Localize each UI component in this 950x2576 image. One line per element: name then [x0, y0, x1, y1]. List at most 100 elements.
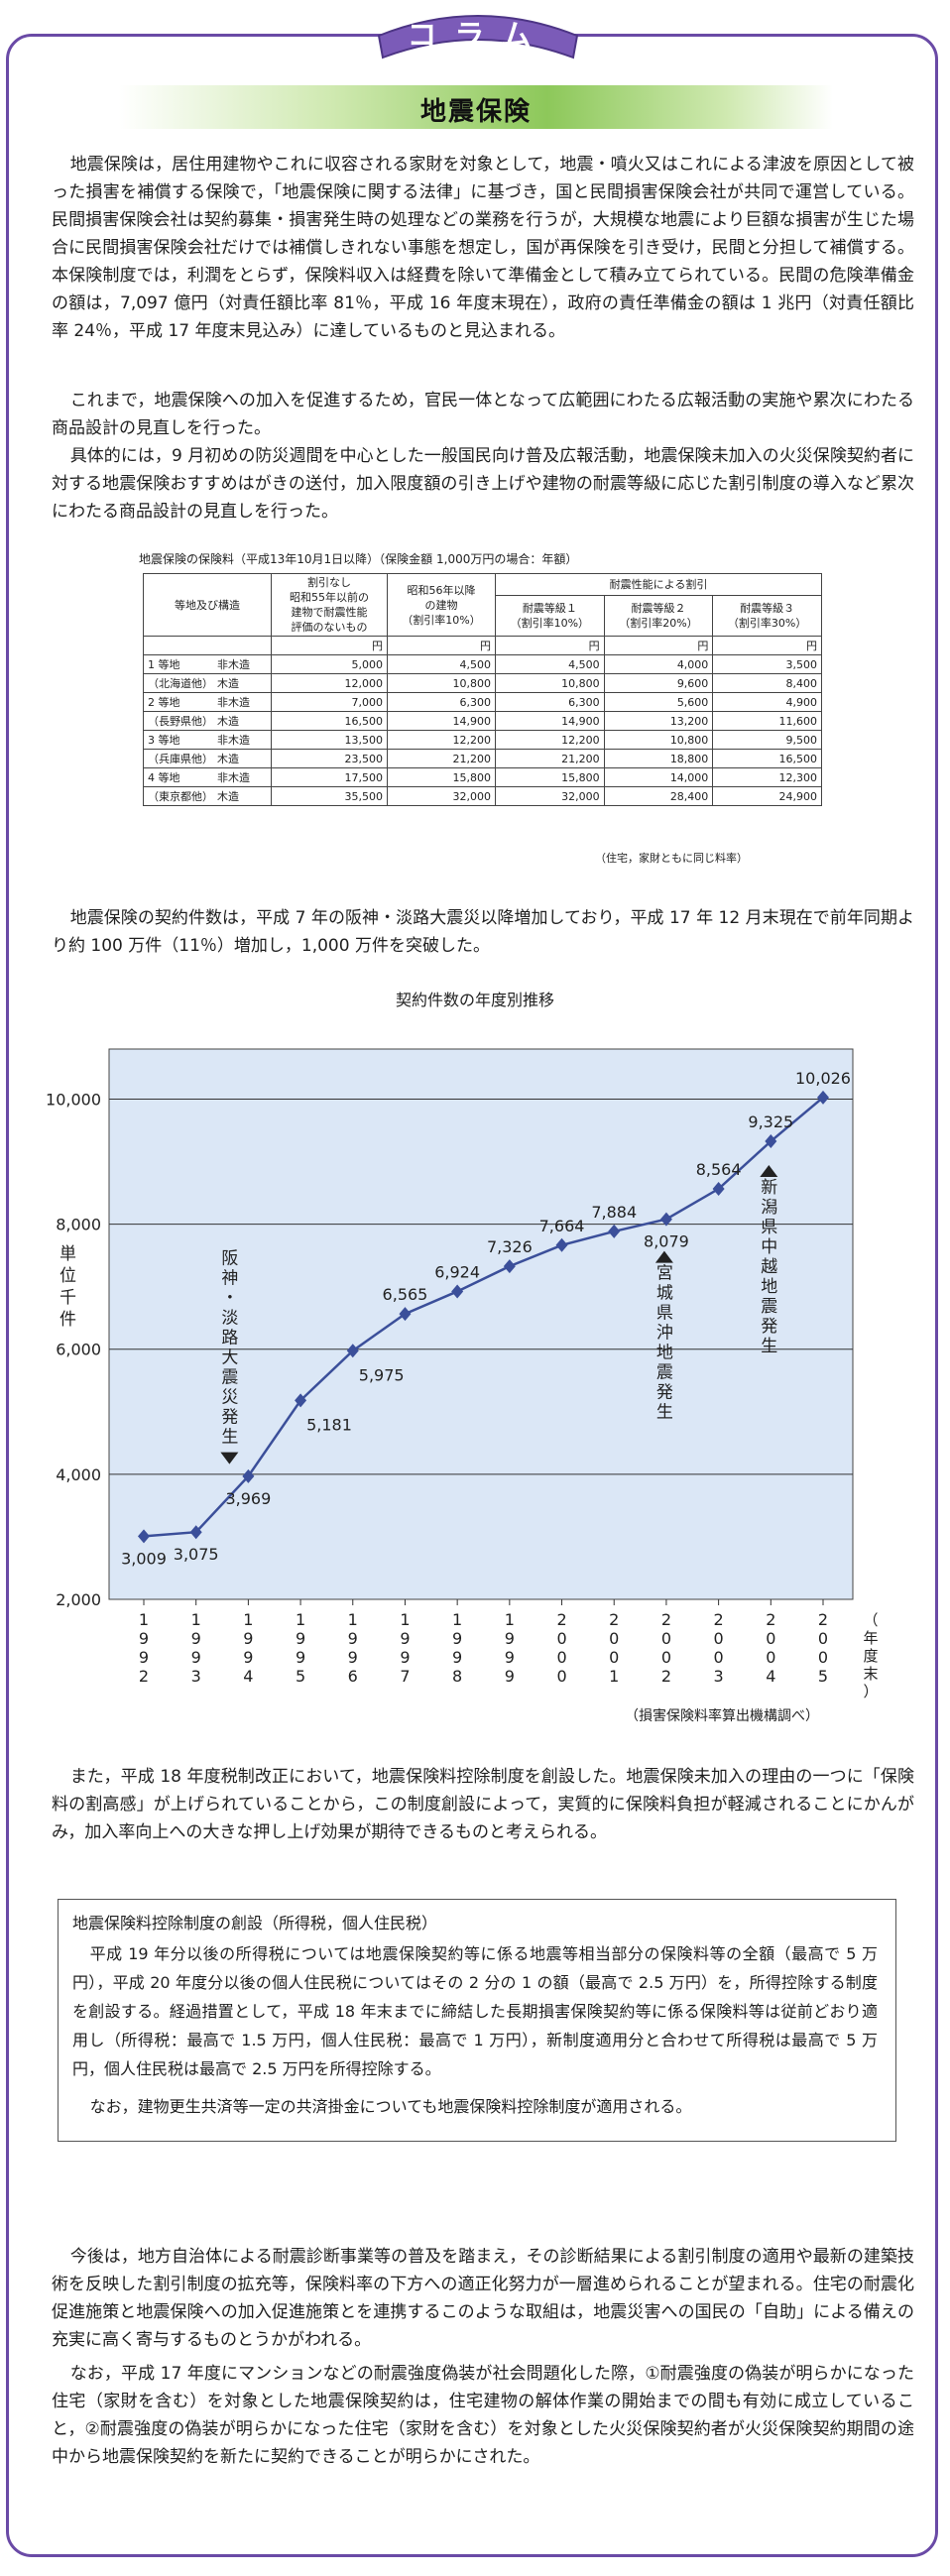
- table-cell: 9,600: [603, 673, 714, 693]
- table-cell: 8,400: [712, 673, 822, 693]
- table-cell: 24,900: [712, 786, 822, 806]
- row-label: （北海道他） 木造: [143, 673, 272, 693]
- data-label: 8,079: [644, 1232, 689, 1251]
- data-point: [451, 1284, 464, 1299]
- tax-box-paragraph-1: 平成 19 年分以後の所得税については地震保険契約等に係る地震等相当部分の保険料…: [72, 1944, 878, 2078]
- table-cell: 4,000: [603, 654, 714, 674]
- table-cell: 12,200: [495, 730, 605, 750]
- table-cell: 15,800: [495, 767, 605, 787]
- tax-box-heading: 地震保険料控除制度の創設（所得税，個人住民税）: [72, 1914, 438, 1932]
- data-point: [189, 1525, 202, 1540]
- th-g1: 耐震等級１ （割引率10%）: [495, 595, 605, 637]
- table-cell: 21,200: [387, 749, 496, 768]
- table-unit-row: 円円円円円: [143, 636, 822, 655]
- table-cell: 14,900: [387, 711, 496, 731]
- table-cell: 5,600: [603, 692, 714, 712]
- th-g2: 耐震等級２ （割引率20%）: [603, 595, 714, 637]
- chart-title: 契約件数の年度別推移: [395, 991, 554, 1009]
- structure-label: 非木造: [217, 658, 250, 671]
- data-label: 6,565: [383, 1285, 428, 1304]
- y-tick-label: 10,000: [46, 1090, 101, 1109]
- contract-chart: 2,000 4,000 6,000 8,000 10,000 単位千件 1 9 9 2 1 9 9 3 1 9…: [46, 1048, 879, 1700]
- arrow-down-icon: [220, 1452, 239, 1464]
- data-point: [346, 1344, 359, 1358]
- y-tick-label: 4,000: [56, 1465, 101, 1484]
- table-row: 1 等地 非木造 5,000 4,500 4,500 4,000 3,500: [143, 654, 822, 674]
- table-caption: 地震保険の保険料（平成13年10月1日以降）（保険金額 1,000万円の場合：年…: [139, 552, 578, 566]
- table-cell: 12,300: [712, 767, 822, 787]
- table-cell: 28,400: [603, 786, 714, 806]
- table-cell: 4,500: [387, 654, 496, 674]
- contract-paragraph: 地震保険の契約件数は，平成 7 年の阪神・淡路大震災以降増加しており，平成 17…: [52, 908, 914, 956]
- intro-paragraph-2: これまで，地震保険への加入を促進するため，官民一体となって広範囲にわたる広報活動…: [52, 391, 914, 438]
- tax-paragraph: また，平成 18 年度税制改正において，地震保険料控除制度を創設した。地震保険未…: [52, 1767, 914, 1842]
- th-region: 等地及び構造: [143, 573, 272, 637]
- data-label: 10,026: [795, 1069, 851, 1088]
- data-point: [608, 1224, 621, 1238]
- tax-box-paragraph-2: なお，建物更生共済等一定の共済掛金についても地震保険料控除制度が適用される。: [89, 2097, 692, 2116]
- arrow-up-icon: [760, 1165, 778, 1178]
- structure-label: 木造: [217, 715, 239, 728]
- table-cell: 14,000: [603, 767, 714, 787]
- annotation-text: 新潟県中越地震発生: [761, 1178, 777, 1356]
- intro-paragraph-3: 具体的には，9 月初めの防災週間を中心とした一般国民向け普及広報活動，地震保険未…: [52, 446, 914, 522]
- table-row: 4 等地 非木造 17,500 15,800 15,800 14,000 12,300: [143, 767, 822, 787]
- data-label: 3,075: [174, 1545, 219, 1564]
- region-label: 2 等地: [148, 696, 180, 709]
- data-point: [765, 1134, 777, 1149]
- table-row: （北海道他） 木造 12,000 10,800 10,800 9,600 8,400: [143, 673, 822, 693]
- row-label: （長野県他） 木造: [143, 711, 272, 731]
- table-cell: 17,500: [271, 767, 388, 787]
- data-point: [712, 1182, 725, 1197]
- table-cell: 14,900: [495, 711, 605, 731]
- unit-cell: 円: [712, 636, 822, 655]
- unit-cell: 円: [271, 636, 388, 655]
- rate-table: 等地及び構造 割引なし 昭和55年以前の 建物で耐震性能 評価のないもの 昭和5…: [143, 572, 822, 806]
- unit-cell: 円: [387, 636, 496, 655]
- region-label: 3 等地: [148, 734, 180, 747]
- region-label: 1 等地: [148, 658, 180, 671]
- region-label: 4 等地: [148, 771, 180, 784]
- tax-box: 地震保険料控除制度の創設（所得税，個人住民税） 平成 19 年分以後の所得税につ…: [58, 1899, 896, 2142]
- table-cell: 18,800: [603, 749, 714, 768]
- structure-label: 木造: [217, 753, 239, 765]
- annotation-text: 阪神・淡路大震災発生: [221, 1249, 238, 1448]
- structure-label: 非木造: [217, 734, 250, 747]
- column-badge: コラム: [369, 2, 587, 59]
- structure-label: 木造: [217, 790, 239, 803]
- data-point: [659, 1212, 672, 1227]
- table-row: （長野県他） 木造 16,500 14,900 14,900 13,200 11,600: [143, 711, 822, 731]
- table-cell: 11,600: [712, 711, 822, 731]
- annotation-text: 宮城県沖地震発生: [656, 1264, 673, 1423]
- y-tick-label: 6,000: [56, 1341, 101, 1359]
- table-note: （住宅，家財ともに同じ料率）: [595, 852, 748, 865]
- badge-text: コラム: [407, 19, 548, 54]
- table-cell: 10,800: [603, 730, 714, 750]
- row-label: （東京都他） 木造: [143, 786, 272, 806]
- row-label: 3 等地 非木造: [143, 730, 272, 750]
- table-cell: 15,800: [387, 767, 496, 787]
- table-cell: 23,500: [271, 749, 388, 768]
- data-label: 5,181: [306, 1415, 352, 1434]
- data-label: 7,664: [539, 1217, 585, 1235]
- table-row: （兵庫県他） 木造 23,500 21,200 21,200 18,800 16,500: [143, 749, 822, 768]
- table-cell: 32,000: [387, 786, 496, 806]
- region-label: （兵庫県他）: [148, 753, 213, 765]
- row-label: 1 等地 非木造: [143, 654, 272, 674]
- table-cell: 6,300: [495, 692, 605, 712]
- table-row: 2 等地 非木造 7,000 6,300 6,300 5,600 4,900: [143, 692, 822, 712]
- table-row: （東京都他） 木造 35,500 32,000 32,000 28,400 24,900: [143, 786, 822, 806]
- arrow-up-icon: [654, 1250, 673, 1263]
- table-cell: 10,800: [387, 673, 496, 693]
- y-tick-label: 8,000: [56, 1216, 101, 1234]
- title-bar: 地震保険: [119, 85, 833, 129]
